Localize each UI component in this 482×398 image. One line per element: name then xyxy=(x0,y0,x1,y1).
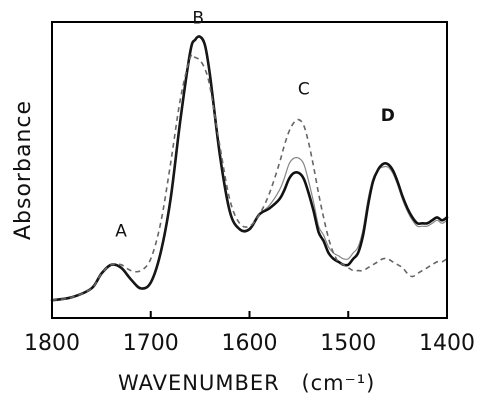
y-axis-title: Absorbance xyxy=(11,100,36,240)
x-tick-label: 1700 xyxy=(123,331,179,356)
peak-label-d: D xyxy=(381,106,395,126)
peak-label-a: A xyxy=(115,222,127,242)
x-axis-title: WAVENUMBER (cm⁻¹) xyxy=(118,371,375,395)
series-line-solid-thin xyxy=(51,35,448,301)
x-axis-title-unit: (cm⁻¹) xyxy=(301,371,375,395)
x-ticks: 1800 1700 1600 1500 1400 xyxy=(24,311,475,356)
peak-label-b: B xyxy=(192,8,204,28)
series-layer xyxy=(50,35,449,302)
plot-frame xyxy=(51,21,448,319)
series-line-dashed xyxy=(51,53,448,301)
x-tick-label: 1400 xyxy=(419,331,475,356)
peak-label-c: C xyxy=(298,80,310,100)
x-tick-label: 1500 xyxy=(320,331,376,356)
peak-annotations: A B C D xyxy=(115,8,395,241)
x-tick-label: 1800 xyxy=(24,331,80,356)
series-line-solid xyxy=(50,35,449,302)
x-axis-title-text: WAVENUMBER xyxy=(118,371,280,395)
x-tick-label: 1600 xyxy=(222,331,278,356)
